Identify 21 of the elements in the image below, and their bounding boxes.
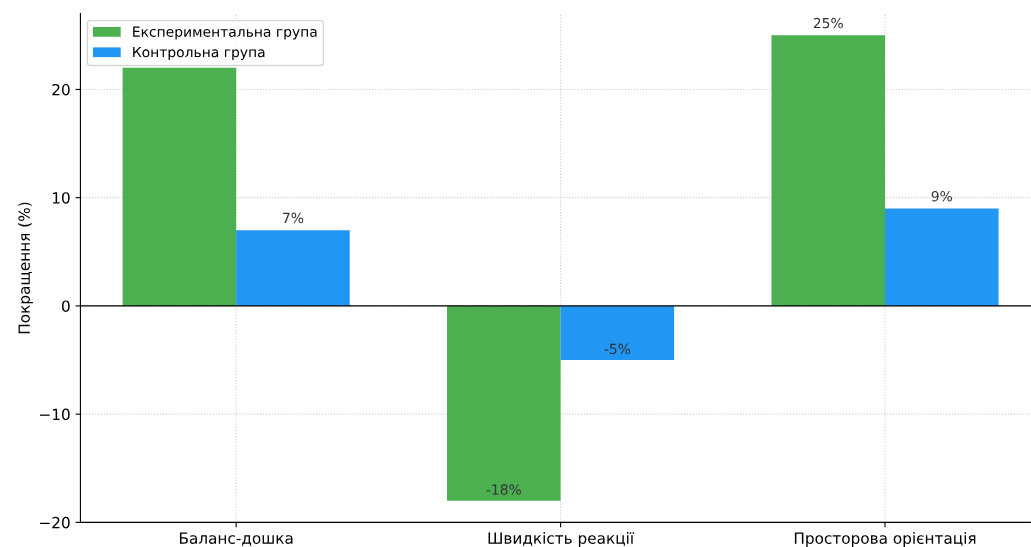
bar (447, 305, 561, 501)
y-axis-title: Покращення (%) (18, 202, 33, 334)
data-label: 9% (931, 190, 953, 202)
data-label: -5% (604, 343, 631, 355)
legend-label: Експериментальна група (133, 26, 317, 40)
bar (771, 35, 886, 306)
y-tick-label: 10 (52, 192, 70, 204)
bar (560, 305, 675, 361)
data-label: 7% (283, 212, 304, 224)
bar (236, 230, 350, 306)
data-label: -18% (486, 484, 521, 495)
x-tick-label: Швидкість реакції (488, 532, 635, 547)
x-tick-label: Просторова орієнтація (794, 532, 976, 547)
legend-label: Контрольна група (133, 46, 265, 60)
y-tick-label: 20 (52, 83, 70, 96)
y-tick-label: 0 (61, 300, 70, 312)
data-label: 25% (813, 17, 843, 29)
bar (885, 208, 999, 306)
y-tick-label: −10 (40, 408, 70, 421)
x-tick-label: Баланс-дошка (179, 532, 293, 546)
y-tick-label: −20 (40, 516, 70, 529)
